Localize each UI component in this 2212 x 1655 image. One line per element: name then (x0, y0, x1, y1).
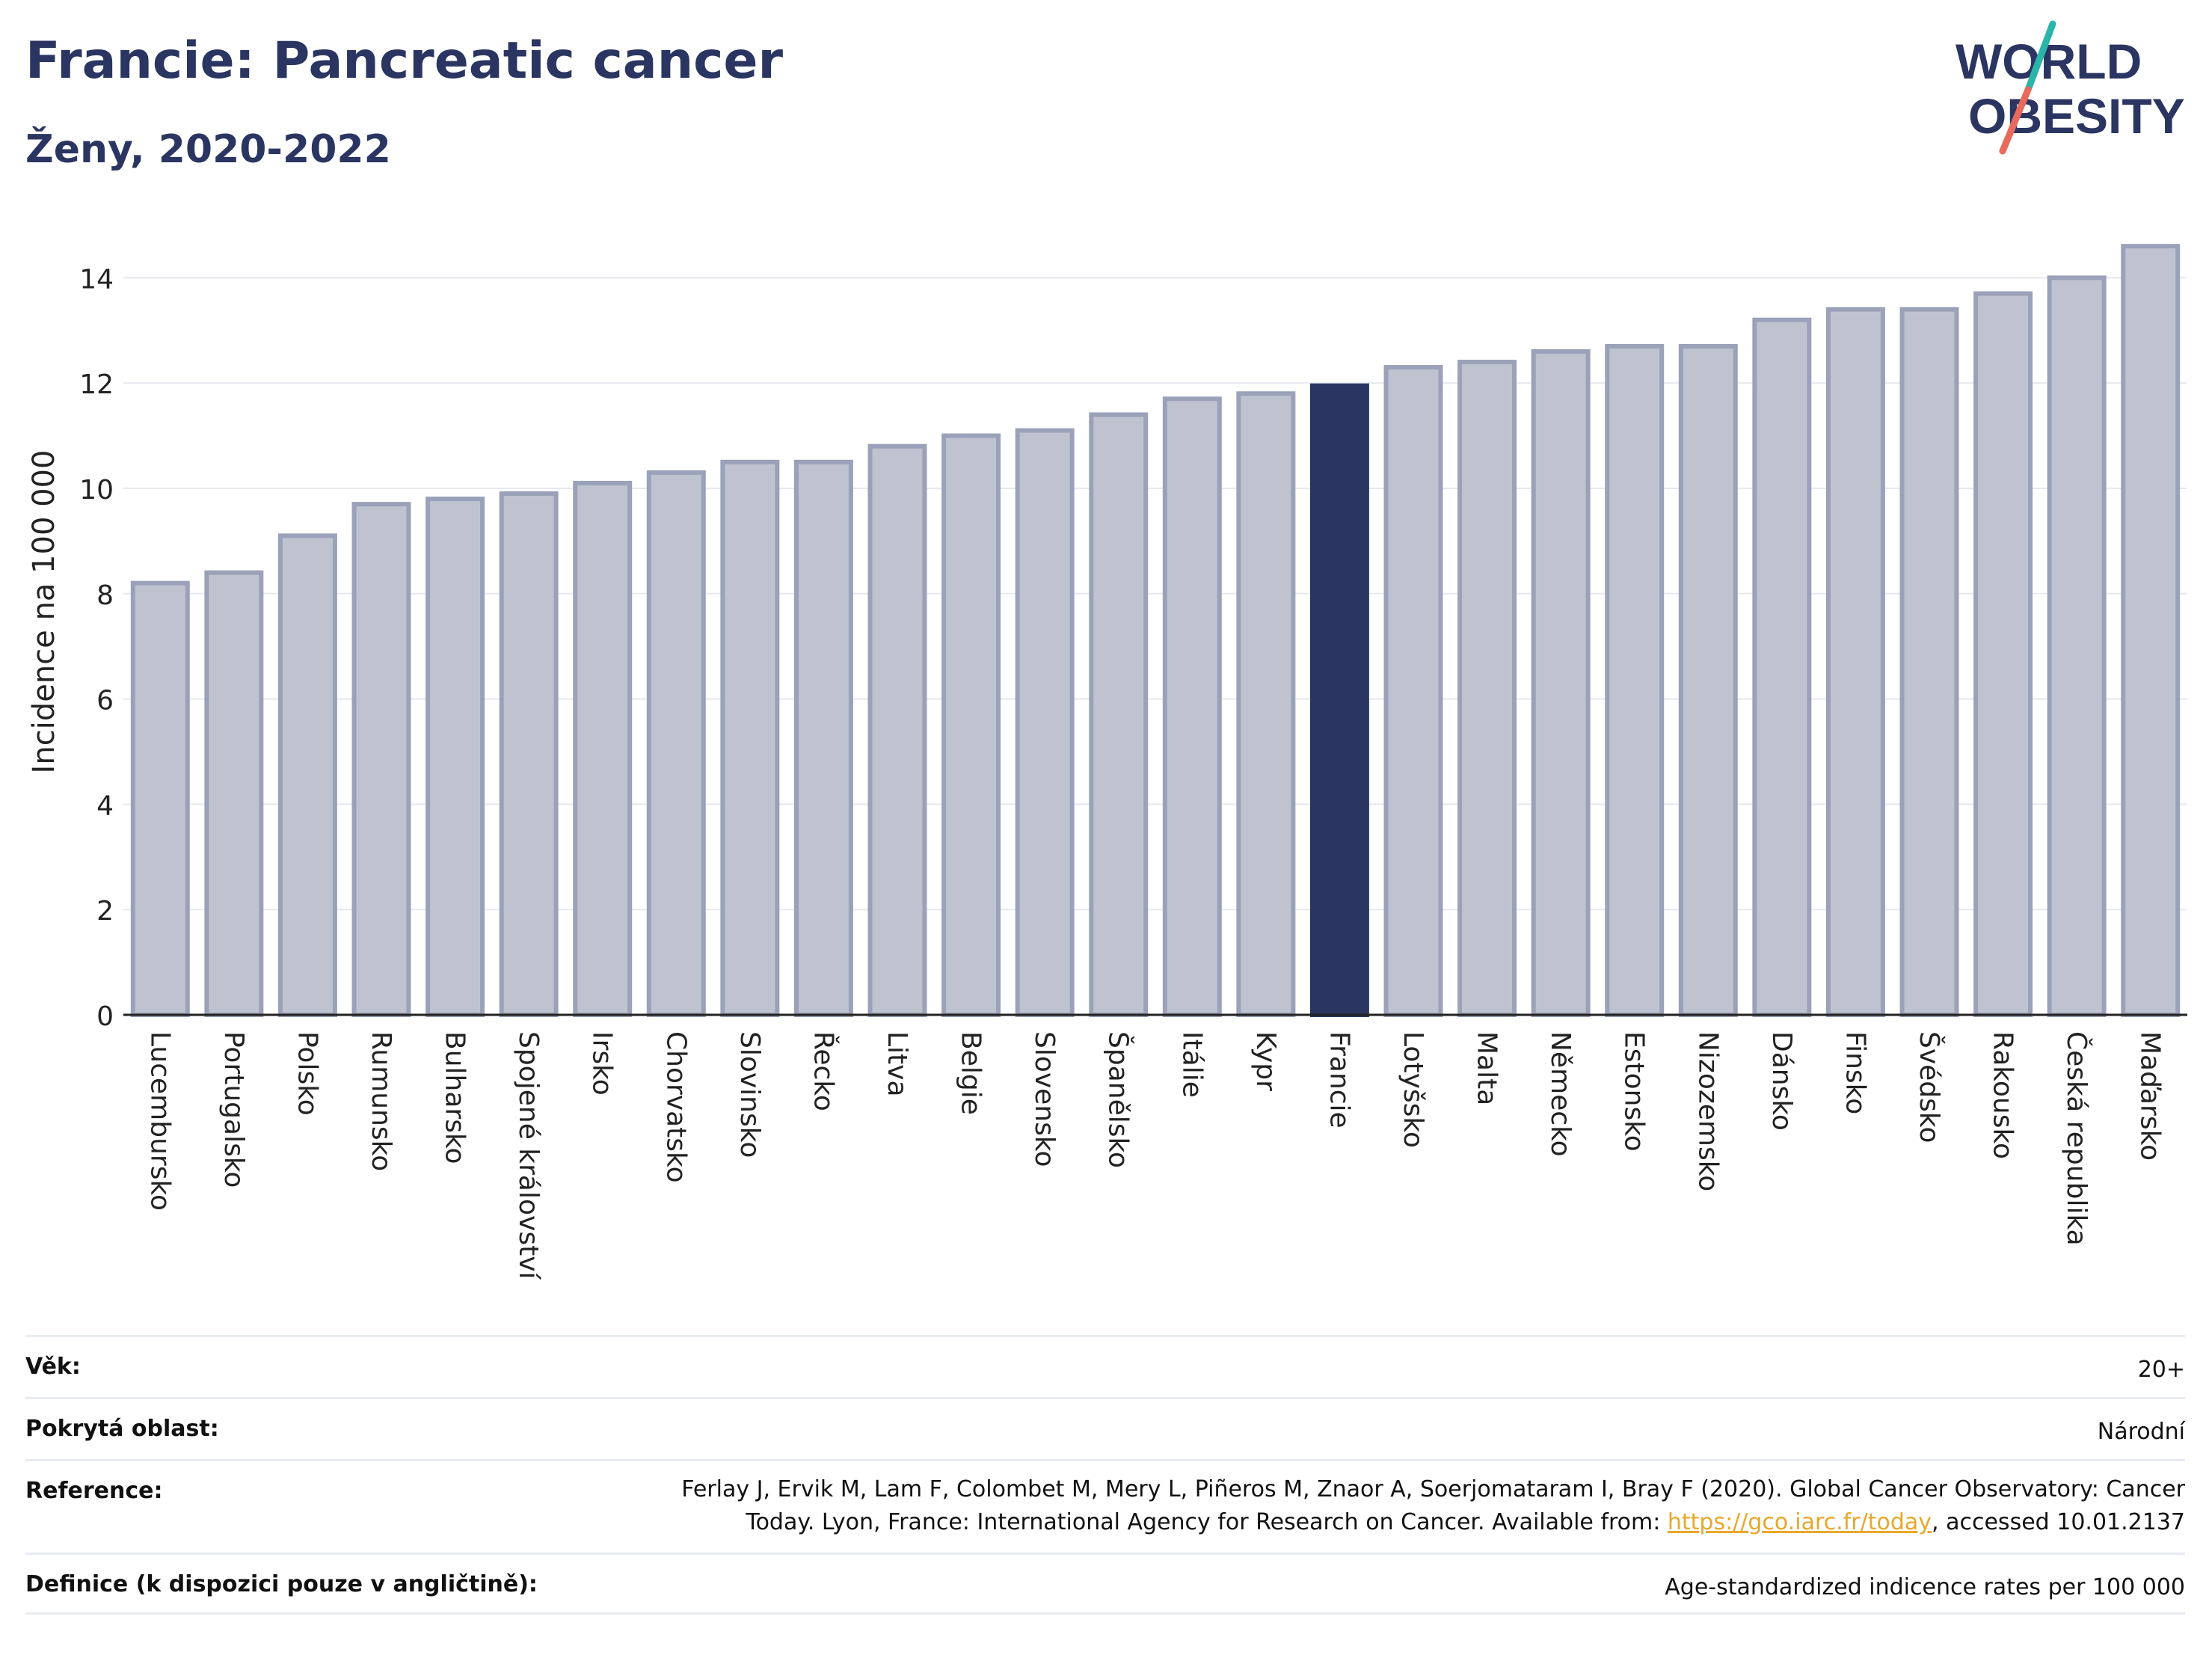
x-tick-label: Malta (1472, 1031, 1502, 1105)
bar (1973, 291, 2033, 1017)
x-tick-label: Slovinsko (734, 1031, 765, 1158)
x-tick-label: Rumunsko (366, 1031, 396, 1171)
meta-row-definition: Definice (k dispozici pouze v angličtině… (25, 1553, 2185, 1615)
metadata-table: Věk: 20+ Pokrytá oblast: Národní Referen… (25, 1335, 2185, 1615)
bar (1678, 343, 1738, 1018)
bar (1531, 348, 1591, 1017)
logo-text-line2: OBESITY (1968, 88, 2185, 144)
y-tick-label: 8 (96, 580, 114, 611)
x-tick-label: Francie (1324, 1031, 1354, 1129)
y-axis-label: Incidence na 100 000 (27, 450, 61, 774)
y-tick-label: 6 (96, 686, 114, 716)
x-tick-label: Chorvatsko (660, 1031, 691, 1183)
bar (573, 480, 633, 1017)
bar (1015, 428, 1075, 1017)
meta-area-value: Národní (2097, 1419, 2185, 1445)
logo-slash-bottom (1999, 86, 2032, 155)
bar (499, 491, 559, 1017)
x-tick-label: Finsko (1840, 1031, 1870, 1114)
meta-ref-line2b: , accessed 10.01.2137 (1932, 1509, 2185, 1535)
chart-subtitle: Ženy, 2020-2022 (25, 127, 391, 172)
bar (425, 497, 485, 1017)
bar (204, 570, 264, 1017)
bar (1899, 307, 1959, 1017)
y-tick-label: 12 (79, 369, 114, 400)
x-tick-label: Maďarsko (2135, 1031, 2166, 1161)
x-tick-label: Irsko (587, 1031, 618, 1096)
x-tick-labels: Lucembursko Portugalsko Polsko Rumunsko Bulh… (144, 1031, 2165, 1280)
bar (2047, 275, 2107, 1017)
x-tick-label: Česká republika (2061, 1031, 2092, 1246)
x-tick-label: Rakousko (1988, 1031, 2018, 1159)
x-tick-label: Slovensko (1029, 1031, 1060, 1167)
x-tick-label: Dánsko (1766, 1031, 1797, 1131)
bar (646, 470, 706, 1017)
bar (277, 533, 337, 1017)
y-tick-label: 14 (79, 264, 114, 295)
meta-ref-line1: Ferlay J, Ervik M, Lam F, Colombet M, Me… (681, 1476, 2185, 1502)
bar (1383, 365, 1443, 1017)
bar-chart: 0 2 4 6 8 10 12 14 Lucembursko Portugalsko Polsko… (27, 244, 2187, 1280)
bar (867, 443, 927, 1017)
logo-slash-top (2024, 20, 2056, 93)
bar (1825, 307, 1885, 1017)
x-tick-label: Nizozemsko (1692, 1031, 1723, 1191)
y-tick-label: 10 (79, 475, 114, 506)
bar (1457, 360, 1517, 1018)
y-tick-label: 4 (96, 790, 114, 821)
world-obesity-logo: WORLD OBESITY (1956, 20, 2185, 155)
meta-def-value: Age-standardized indicence rates per 100… (1665, 1574, 2185, 1600)
x-tick-label: Portugalsko (218, 1031, 249, 1188)
y-tick-label: 0 (96, 1001, 114, 1032)
x-tick-label: Spojené království (513, 1031, 544, 1280)
x-tick-label: Řecko (808, 1031, 839, 1111)
bar (1752, 317, 1812, 1018)
bar (130, 580, 190, 1017)
x-tick-label: Belgie (956, 1031, 986, 1115)
meta-row-area: Pokrytá oblast: Národní (25, 1397, 2185, 1459)
x-tick-label: Lucembursko (144, 1031, 175, 1211)
meta-row-age: Věk: 20+ (25, 1335, 2185, 1397)
x-tick-label: Litva (882, 1031, 912, 1097)
bar (793, 459, 853, 1017)
meta-ref-line2a: Today. Lyon, France: International Agenc… (746, 1509, 1668, 1535)
bar (720, 459, 780, 1017)
bars (130, 244, 2181, 1018)
bar (941, 433, 1001, 1017)
x-tick-label: Španělsko (1103, 1031, 1134, 1168)
x-tick-label: Švédsko (1914, 1031, 1945, 1143)
x-tick-label: Itálie (1176, 1031, 1207, 1098)
meta-ref-value: Ferlay J, Ervik M, Lam F, Colombet M, Me… (681, 1473, 2185, 1539)
x-tick-label: Německo (1545, 1031, 1576, 1157)
bar (2121, 244, 2181, 1017)
bar (1089, 412, 1149, 1017)
x-tick-label: Bulharsko (440, 1031, 470, 1164)
x-tick-label: Estonsko (1619, 1031, 1650, 1152)
bar (351, 502, 411, 1017)
meta-row-reference: Reference: Ferlay J, Ervik M, Lam F, Col… (25, 1459, 2185, 1553)
bar (1605, 343, 1665, 1018)
bar (1162, 396, 1222, 1017)
y-tick-labels: 0 2 4 6 8 10 12 14 (79, 264, 114, 1032)
x-tick-label: Polsko (292, 1031, 322, 1116)
x-tick-label: Kypr (1250, 1031, 1281, 1091)
meta-area-label: Pokrytá oblast: (25, 1416, 219, 1442)
meta-age-label: Věk: (25, 1354, 81, 1380)
meta-age-value: 20+ (2137, 1357, 2185, 1383)
y-tick-label: 2 (96, 896, 114, 927)
meta-ref-link[interactable]: https://gco.iarc.fr/today (1667, 1509, 1932, 1535)
bar (1309, 383, 1369, 1017)
meta-def-label: Definice (k dispozici pouze v angličtině… (25, 1571, 538, 1597)
meta-ref-label: Reference: (25, 1478, 163, 1504)
x-tick-label: Lotyšsko (1398, 1031, 1428, 1148)
chart-title: Francie: Pancreatic cancer (25, 31, 784, 90)
bar (1236, 391, 1296, 1017)
